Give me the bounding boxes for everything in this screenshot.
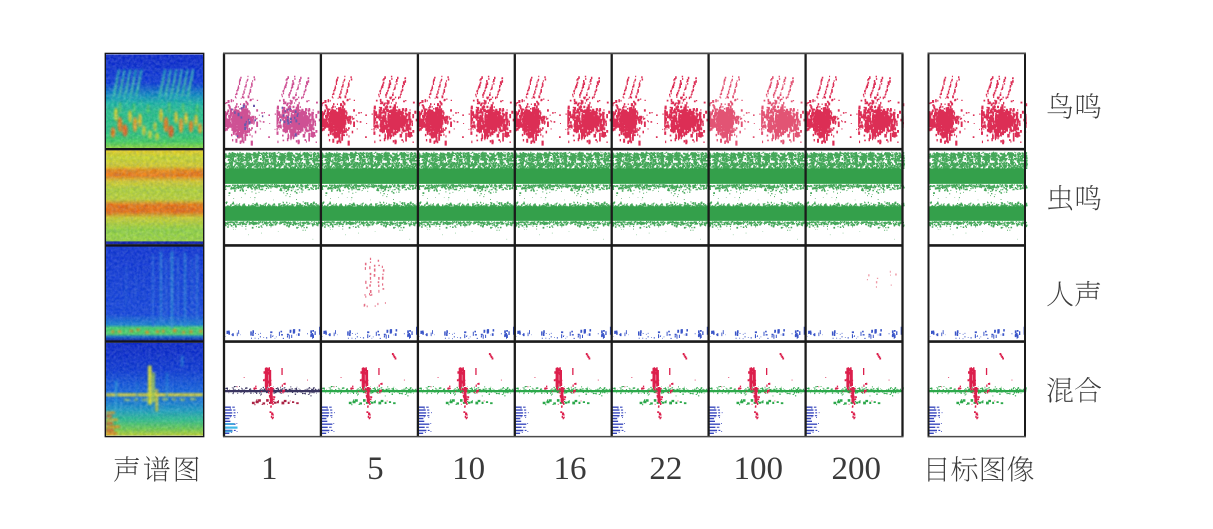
svg-text:22: 22 (649, 451, 682, 487)
svg-text:200: 200 (831, 451, 881, 487)
svg-text:10: 10 (452, 451, 485, 487)
svg-text:5: 5 (367, 451, 384, 487)
svg-text:100: 100 (734, 451, 784, 487)
svg-text:1: 1 (261, 451, 278, 487)
svg-text:16: 16 (554, 451, 587, 487)
